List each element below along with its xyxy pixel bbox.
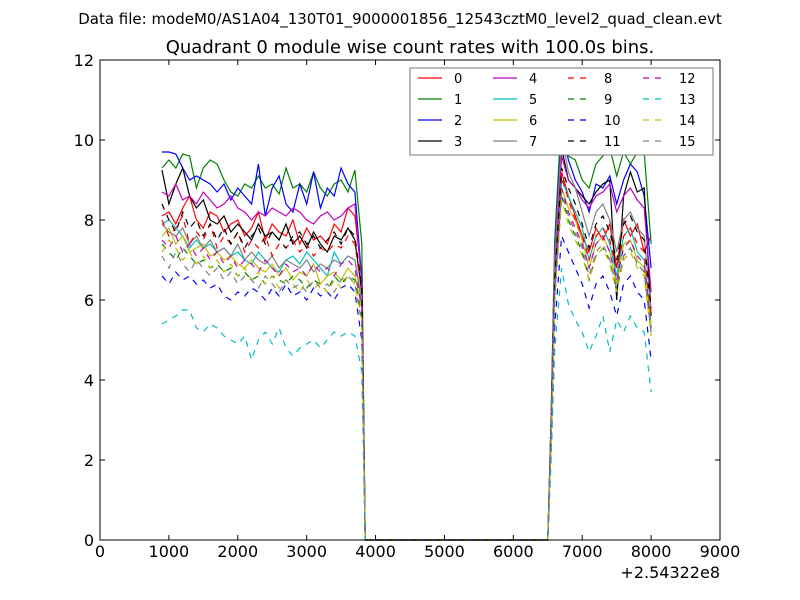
legend-label-5: 5 — [529, 93, 537, 108]
legend-label-14: 14 — [679, 114, 696, 129]
x-tick-label: 9000 — [700, 542, 741, 561]
series-line-12 — [161, 187, 652, 541]
legend-label-4: 4 — [529, 72, 537, 87]
series-line-13 — [161, 267, 652, 541]
series-line-2 — [162, 127, 652, 541]
legend-label-2: 2 — [454, 114, 462, 129]
series-line-9 — [161, 195, 652, 541]
series-line-7 — [161, 135, 652, 541]
y-tick-label: 6 — [84, 291, 94, 310]
series-line-3 — [161, 147, 652, 541]
x-tick-label: 8000 — [631, 542, 672, 561]
legend-label-13: 13 — [679, 93, 696, 108]
series-line-6 — [161, 187, 652, 541]
x-offset-label: +2.54322e8 — [620, 563, 720, 582]
y-tick-label: 4 — [84, 371, 94, 390]
y-tick-label: 8 — [84, 211, 94, 230]
series-line-14 — [161, 199, 652, 541]
y-tick-label: 10 — [74, 131, 94, 150]
legend-label-10: 10 — [604, 114, 621, 129]
y-tick-label: 0 — [84, 531, 94, 550]
x-tick-label: 7000 — [562, 542, 603, 561]
series-line-15 — [161, 191, 652, 541]
legend-frame — [409, 67, 714, 156]
legend-label-1: 1 — [454, 93, 462, 108]
axis-ticks: 0 1000 2000 3000 4000 5000 6000 7000 8000 9000 0 2 4… — [74, 51, 741, 561]
x-tick-label: 0 — [95, 542, 105, 561]
legend-label-6: 6 — [529, 114, 537, 129]
legend-label-7: 7 — [529, 135, 537, 150]
chart-suptitle: Data file: modeM0/AS1A04_130T01_90000018… — [78, 10, 722, 29]
series-line-1 — [161, 111, 652, 541]
legend-label-0: 0 — [454, 72, 462, 87]
legend-label-15: 15 — [679, 135, 696, 150]
legend-label-9: 9 — [604, 93, 612, 108]
y-tick-label: 2 — [84, 451, 94, 470]
y-tick-label: 12 — [74, 51, 94, 70]
chart-title: Quadrant 0 module wise count rates with … — [166, 37, 655, 58]
x-tick-label: 1000 — [149, 542, 190, 561]
plot-lines — [161, 111, 652, 541]
legend-label-3: 3 — [454, 135, 462, 150]
x-tick-label: 2000 — [217, 542, 258, 561]
x-tick-label: 4000 — [355, 542, 396, 561]
x-tick-label: 3000 — [286, 542, 327, 561]
legend-label-11: 11 — [604, 135, 621, 150]
series-line-8 — [161, 175, 652, 541]
legend-label-12: 12 — [679, 72, 696, 87]
series-line-4 — [161, 155, 652, 541]
x-tick-label: 5000 — [424, 542, 465, 561]
series-line-10 — [161, 235, 652, 541]
legend-label-8: 8 — [604, 72, 612, 87]
x-tick-label: 6000 — [493, 542, 534, 561]
